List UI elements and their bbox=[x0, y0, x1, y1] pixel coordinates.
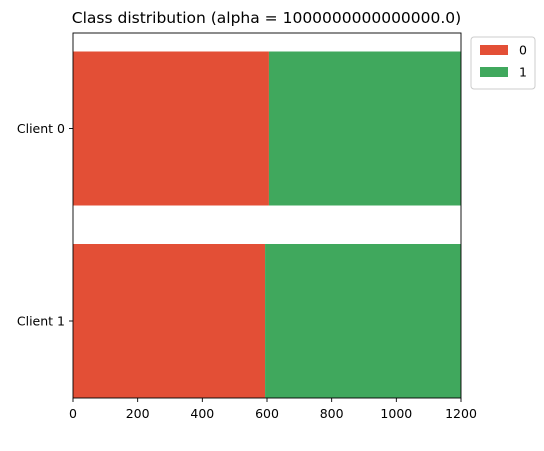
legend-label-class-1: 1 bbox=[519, 65, 527, 80]
legend-swatch-class-1 bbox=[480, 67, 508, 77]
legend-swatch-class-0 bbox=[480, 45, 508, 55]
x-tick-label: 600 bbox=[255, 406, 279, 421]
y-tick-label: Client 1 bbox=[17, 314, 65, 329]
plot-frame bbox=[72, 32, 462, 399]
bar-client-1-class-0 bbox=[73, 244, 266, 398]
x-tick-label: 1200 bbox=[445, 406, 477, 421]
legend: 01 bbox=[470, 36, 536, 90]
x-tick-label: 200 bbox=[126, 406, 150, 421]
bar-client-0-class-0 bbox=[73, 51, 269, 206]
bars-group bbox=[73, 51, 461, 398]
chart-title: Class distribution (alpha = 100000000000… bbox=[72, 9, 461, 27]
y-axis: Client 0 Client 1 bbox=[17, 121, 73, 329]
x-tick-label: 1000 bbox=[380, 406, 412, 421]
legend-label-class-0: 0 bbox=[519, 43, 527, 58]
x-tick-label: 0 bbox=[69, 406, 77, 421]
x-tick-label: 400 bbox=[190, 406, 214, 421]
y-tick-label: Client 0 bbox=[17, 121, 65, 136]
x-tick-label: 800 bbox=[320, 406, 344, 421]
bar-client-0-class-1 bbox=[268, 51, 461, 206]
bar-client-1-class-1 bbox=[265, 244, 461, 398]
x-axis: 0 200 400 600 800 1000 1200 bbox=[69, 398, 477, 421]
